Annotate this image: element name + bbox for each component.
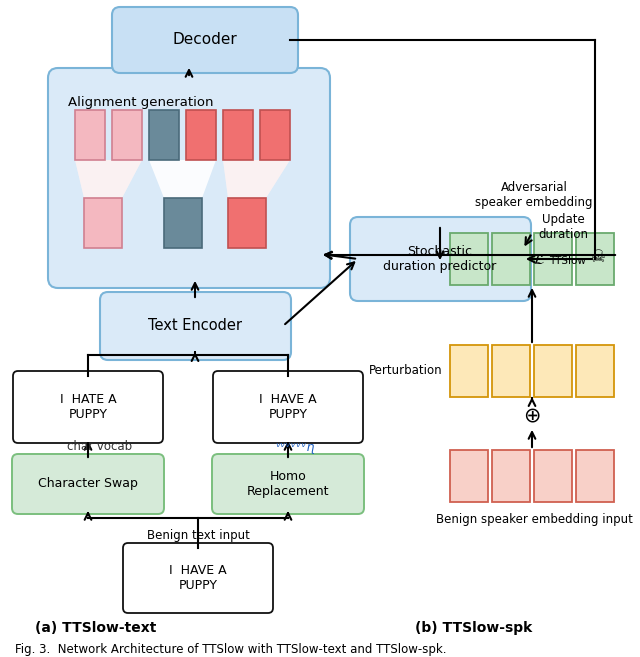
FancyBboxPatch shape: [576, 450, 614, 502]
Polygon shape: [75, 160, 142, 198]
Text: ⊕: ⊕: [524, 405, 541, 425]
Polygon shape: [75, 160, 142, 198]
Text: char vocab: char vocab: [67, 440, 132, 453]
Polygon shape: [223, 160, 290, 198]
Text: Fig. 3.  Network Architecture of TTSlow with TTSlow-text and TTSlow-spk.: Fig. 3. Network Architecture of TTSlow w…: [15, 643, 447, 656]
FancyBboxPatch shape: [450, 450, 488, 502]
Text: I  HAVE A
PUPPY: I HAVE A PUPPY: [169, 564, 227, 592]
Text: ☠: ☠: [591, 248, 606, 266]
FancyBboxPatch shape: [534, 450, 572, 502]
Text: (b) TTSlow-spk: (b) TTSlow-spk: [415, 621, 532, 635]
Text: Adversarial
speaker embedding: Adversarial speaker embedding: [476, 181, 593, 209]
Text: Perturbation: Perturbation: [369, 365, 442, 378]
FancyBboxPatch shape: [84, 198, 122, 248]
Polygon shape: [223, 160, 290, 198]
FancyBboxPatch shape: [450, 345, 488, 397]
Text: I  HAVE A
PUPPY: I HAVE A PUPPY: [259, 393, 317, 421]
Text: Benign text input: Benign text input: [147, 530, 250, 543]
FancyBboxPatch shape: [534, 345, 572, 397]
Text: ᵛᵛᵛᵛᵛᵛɳ: ᵛᵛᵛᵛᵛᵛɳ: [275, 440, 315, 453]
Text: I  HATE A
PUPPY: I HATE A PUPPY: [60, 393, 116, 421]
FancyBboxPatch shape: [576, 345, 614, 397]
FancyBboxPatch shape: [223, 110, 253, 160]
Text: Update
duration: Update duration: [538, 213, 588, 241]
Text: Homo
Replacement: Homo Replacement: [247, 470, 329, 498]
FancyBboxPatch shape: [100, 292, 291, 360]
FancyBboxPatch shape: [492, 345, 530, 397]
FancyBboxPatch shape: [149, 110, 179, 160]
Text: Decoder: Decoder: [173, 32, 237, 47]
FancyBboxPatch shape: [112, 7, 298, 73]
FancyBboxPatch shape: [228, 198, 266, 248]
Text: Benign speaker embedding input: Benign speaker embedding input: [436, 514, 632, 526]
Text: $\mathcal{L}$: $\mathcal{L}$: [533, 252, 545, 267]
Text: Alignment generation: Alignment generation: [68, 96, 214, 109]
FancyBboxPatch shape: [12, 454, 164, 514]
FancyBboxPatch shape: [534, 233, 572, 285]
FancyBboxPatch shape: [492, 450, 530, 502]
Text: Text Encoder: Text Encoder: [148, 319, 242, 334]
FancyBboxPatch shape: [576, 233, 614, 285]
FancyBboxPatch shape: [48, 68, 330, 288]
FancyBboxPatch shape: [260, 110, 290, 160]
FancyBboxPatch shape: [112, 110, 142, 160]
Text: Character Swap: Character Swap: [38, 478, 138, 491]
FancyBboxPatch shape: [450, 233, 488, 285]
FancyBboxPatch shape: [75, 110, 105, 160]
Text: (a) TTSlow-text: (a) TTSlow-text: [35, 621, 156, 635]
FancyBboxPatch shape: [186, 110, 216, 160]
Polygon shape: [149, 160, 216, 198]
FancyBboxPatch shape: [492, 233, 530, 285]
Text: Stochastic
duration predictor: Stochastic duration predictor: [383, 245, 497, 273]
FancyBboxPatch shape: [123, 543, 273, 613]
FancyBboxPatch shape: [164, 198, 202, 248]
FancyBboxPatch shape: [350, 217, 531, 301]
FancyBboxPatch shape: [13, 371, 163, 443]
FancyBboxPatch shape: [212, 454, 364, 514]
FancyBboxPatch shape: [213, 371, 363, 443]
Text: TTSlow: TTSlow: [549, 256, 586, 266]
